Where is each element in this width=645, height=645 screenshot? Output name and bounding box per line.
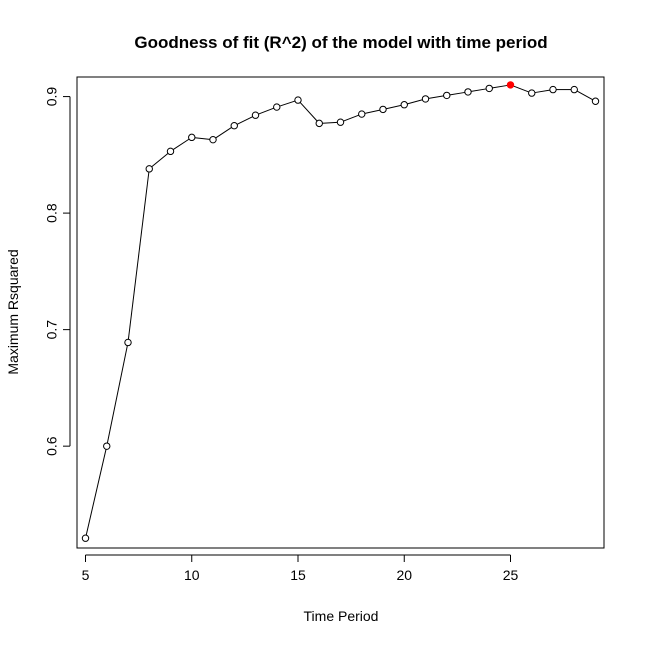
data-point xyxy=(230,122,238,130)
data-point xyxy=(443,91,451,100)
y-tick-label: 0.6 xyxy=(44,436,60,456)
data-point xyxy=(103,442,111,450)
x-tick-label: 20 xyxy=(396,567,412,583)
series-line-segment xyxy=(364,109,380,114)
data-point xyxy=(358,110,366,118)
data-point xyxy=(528,89,536,97)
series-line-segment xyxy=(172,138,190,151)
series-line-segment xyxy=(151,152,169,168)
y-axis-label: Maximum Rsquared xyxy=(5,249,21,374)
series-line-segment xyxy=(428,95,444,99)
series-line-segment xyxy=(449,91,465,96)
data-point xyxy=(124,338,132,347)
plot-box xyxy=(76,76,605,549)
series-line-segment xyxy=(471,88,487,92)
series-line-segment xyxy=(236,116,253,125)
y-tick-label: 0.7 xyxy=(44,320,60,340)
y-tick-label: 0.8 xyxy=(44,203,60,223)
data-point xyxy=(273,103,281,111)
series-line-segment xyxy=(492,84,508,89)
series-line-segment xyxy=(299,102,318,122)
data-point xyxy=(81,534,90,542)
series-line-segment xyxy=(127,171,150,340)
data-point xyxy=(421,95,430,103)
series-line-segment xyxy=(106,345,128,444)
series-line-segment xyxy=(258,107,274,115)
data-point xyxy=(400,101,408,109)
data-point xyxy=(485,84,493,93)
series-line-segment xyxy=(322,121,338,124)
series-line-segment xyxy=(576,90,593,101)
y-tick-label: 0.9 xyxy=(44,87,60,107)
data-point xyxy=(209,135,217,144)
data-point xyxy=(166,147,175,156)
series-line-segment xyxy=(343,114,359,122)
series-line-segment xyxy=(215,127,232,139)
chart-title: Goodness of fit (R^2) of the model with … xyxy=(134,33,547,52)
series-line-segment xyxy=(194,137,210,140)
series-line-segment xyxy=(85,449,107,536)
series-line-segment xyxy=(279,100,296,107)
x-tick-label: 5 xyxy=(82,567,90,583)
x-tick-label: 25 xyxy=(503,567,519,583)
x-tick-label: 15 xyxy=(290,567,306,583)
data-point xyxy=(549,85,557,94)
data-point xyxy=(464,88,472,96)
series-line-segment xyxy=(513,85,529,93)
data-point xyxy=(145,165,153,173)
highlight-point xyxy=(506,81,515,89)
data-point xyxy=(591,97,600,105)
data-point xyxy=(188,133,196,142)
series-group xyxy=(81,81,600,542)
x-axis-label: Time Period xyxy=(304,608,379,624)
series-line-segment xyxy=(534,89,550,94)
x-tick-label: 10 xyxy=(184,567,200,583)
data-point xyxy=(379,105,387,114)
x-axis: 5 10 15 20 25 xyxy=(82,554,519,583)
data-point xyxy=(294,96,302,104)
data-point xyxy=(336,118,345,126)
y-axis: 0.6 0.7 0.8 0.9 xyxy=(44,87,71,456)
data-point xyxy=(251,111,260,119)
series-line-segment xyxy=(407,99,423,105)
data-point xyxy=(315,119,323,128)
data-point xyxy=(570,85,578,94)
series-line-segment xyxy=(386,104,402,110)
